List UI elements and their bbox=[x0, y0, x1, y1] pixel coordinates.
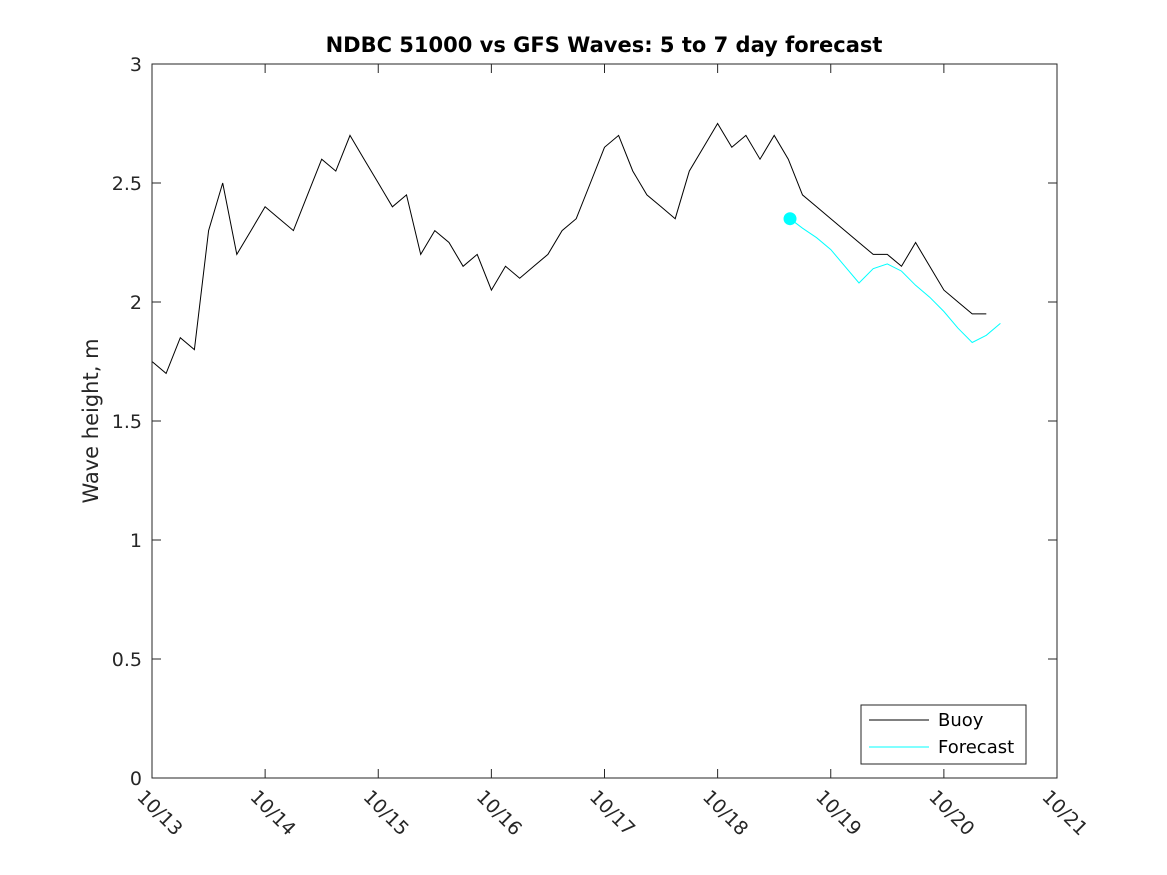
y-tick-label: 2 bbox=[130, 292, 142, 314]
y-tick-label: 3 bbox=[130, 54, 142, 76]
series-line-buoy bbox=[151, 122, 987, 375]
y-tick-label: 2.5 bbox=[112, 173, 142, 195]
y-tick-label: 1.5 bbox=[112, 411, 142, 433]
y-tick-label: 0.5 bbox=[112, 649, 142, 671]
y-axis: 0 0.5 1 1.5 2 2.5 3 bbox=[112, 54, 1057, 790]
series-line-forecast bbox=[789, 218, 1001, 344]
y-tick-label: 0 bbox=[130, 768, 142, 790]
legend-label-buoy: Buoy bbox=[938, 710, 984, 731]
legend-box bbox=[860, 704, 1027, 765]
y-axis-label: Wave height, m bbox=[79, 338, 103, 503]
legend: Buoy Forecast bbox=[860, 704, 1027, 765]
forecast-start-marker bbox=[783, 212, 797, 226]
chart-title: NDBC 51000 vs GFS Waves: 5 to 7 day fore… bbox=[326, 33, 883, 57]
y-tick-label: 1 bbox=[130, 530, 142, 552]
series-layer bbox=[151, 122, 1001, 375]
legend-label-forecast: Forecast bbox=[938, 737, 1014, 758]
plot-area bbox=[152, 64, 1057, 778]
plot-frame bbox=[151, 63, 1058, 779]
